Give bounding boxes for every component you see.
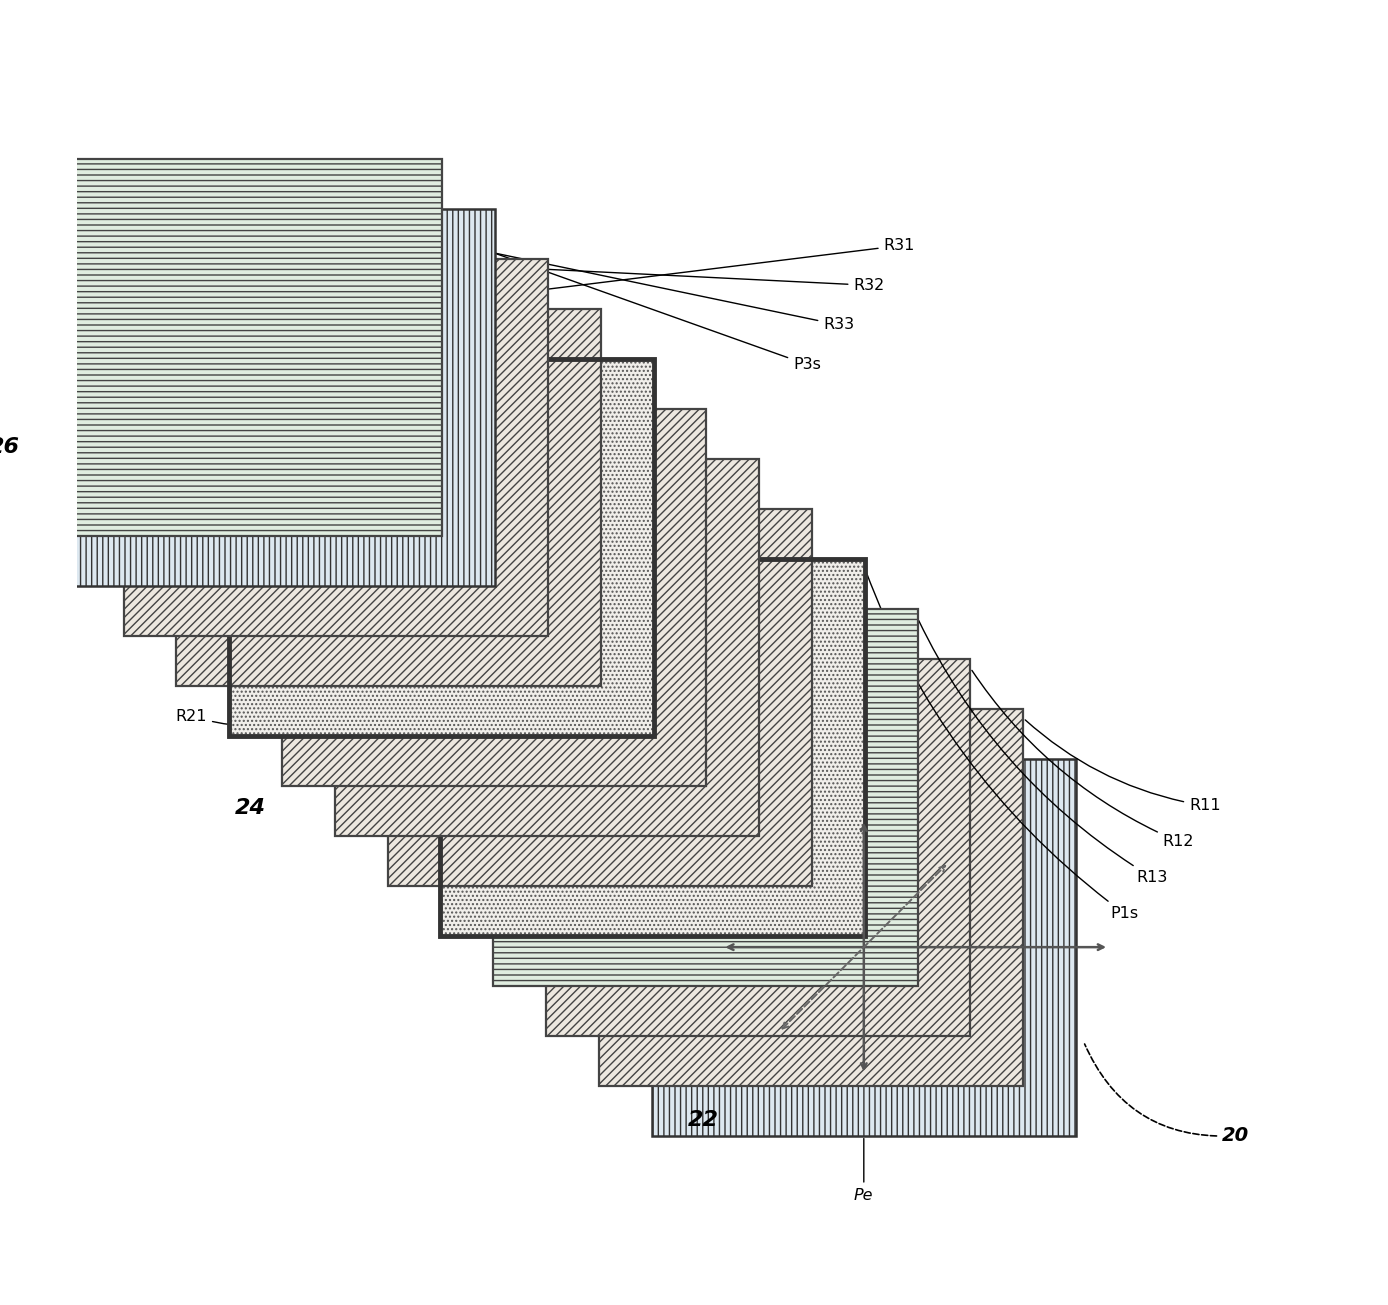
Bar xyxy=(387,509,812,886)
Text: 26: 26 xyxy=(0,437,19,458)
Text: P2s: P2s xyxy=(175,549,228,587)
Bar xyxy=(229,359,654,736)
Bar xyxy=(229,359,654,736)
Text: R12: R12 xyxy=(972,671,1194,850)
Text: R13: R13 xyxy=(919,621,1167,885)
Text: R21: R21 xyxy=(175,698,386,727)
Bar xyxy=(71,209,496,586)
Text: 24: 24 xyxy=(235,797,265,818)
Text: P3s: P3s xyxy=(233,159,820,372)
Text: 20: 20 xyxy=(1084,1044,1249,1146)
Bar xyxy=(651,758,1076,1135)
Text: R31: R31 xyxy=(391,239,915,308)
Bar xyxy=(440,559,865,936)
Text: R33: R33 xyxy=(286,209,855,333)
Text: R11: R11 xyxy=(1026,720,1220,813)
Bar xyxy=(440,559,865,936)
Bar xyxy=(18,159,443,536)
Text: P1s: P1s xyxy=(866,570,1138,921)
Bar xyxy=(545,659,970,1036)
Text: R22: R22 xyxy=(175,649,333,679)
Text: Pe: Pe xyxy=(854,1138,873,1203)
Bar xyxy=(124,258,548,636)
Text: 22: 22 xyxy=(688,1109,719,1130)
Bar xyxy=(176,309,601,686)
Bar xyxy=(282,408,706,786)
Bar xyxy=(335,459,759,837)
Bar xyxy=(598,709,1023,1086)
Text: R23: R23 xyxy=(175,599,280,633)
Bar xyxy=(493,608,917,985)
Text: R32: R32 xyxy=(339,258,884,292)
